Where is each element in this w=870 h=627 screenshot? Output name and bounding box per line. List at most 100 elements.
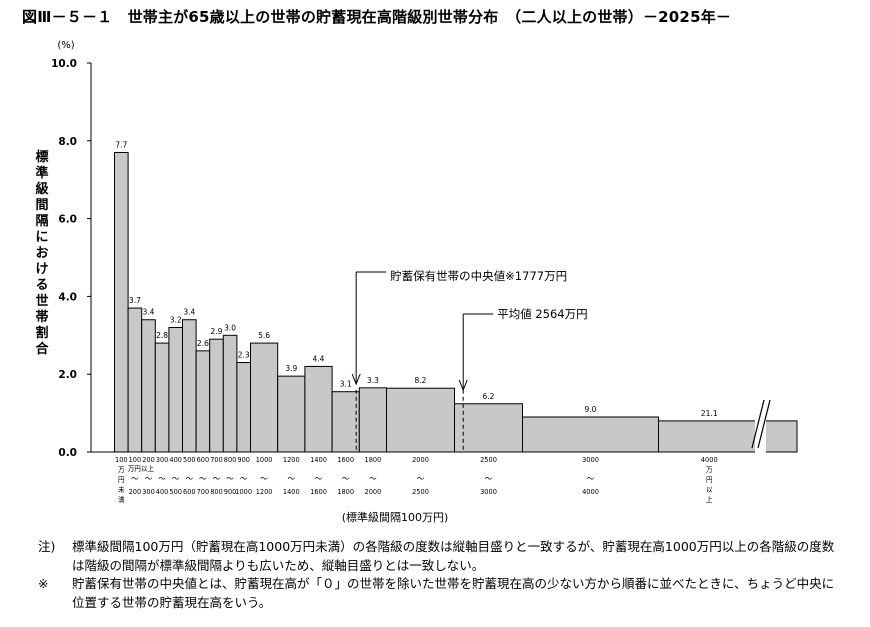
axis-break-mark (751, 399, 765, 449)
bar (182, 319, 197, 453)
x-tick-label: 万 (118, 466, 125, 474)
x-tick-label: 500 (183, 456, 196, 464)
bar-value-label: 2.9 (211, 327, 223, 336)
x-tick-label: 1600 (310, 488, 327, 496)
x-tick-label: 300 (142, 488, 155, 496)
bar-value-label: 2.3 (238, 351, 250, 360)
x-tick-label: 1200 (283, 456, 300, 464)
bar (358, 387, 387, 453)
x-axis-title-text: (標準級間隔100万円) (341, 511, 449, 524)
bar-value-label: 2.6 (197, 339, 209, 348)
x-tick-label: 〜 (186, 474, 194, 483)
x-tick-label: 〜 (131, 474, 139, 483)
y-tick-label: 4.0 (58, 291, 77, 303)
bar-value-label: 3.0 (224, 323, 236, 332)
bar-value-label: 3.9 (285, 364, 297, 373)
x-tick-label: 100 (129, 456, 142, 464)
x-tick-label: 〜 (145, 474, 153, 483)
mean-label: 平均値 2564万円 (497, 307, 587, 321)
bar (331, 391, 360, 453)
bar-value-label: 3.7 (129, 296, 141, 305)
bar-value-label: 3.4 (143, 308, 155, 317)
bar-value-label: 5.6 (258, 331, 270, 340)
x-tick-label: 900 (224, 488, 237, 496)
x-tick-label: 700 (197, 488, 210, 496)
footnote-2-text: 貯蓄保有世帯の中央値とは、貯蓄現在高が「０」の世帯を除いた世帯を貯蓄現在高の少な… (72, 576, 835, 610)
bar (222, 334, 238, 453)
histogram-chart: (%) 0.02.04.06.08.010.0 7.73.73.42.83.23… (51, 40, 798, 504)
bar (154, 342, 170, 453)
x-tick-label: 満 (118, 496, 125, 504)
bar-value-label: 3.2 (170, 316, 182, 325)
y-tick-label: 8.0 (58, 136, 77, 148)
bar (304, 365, 333, 453)
y-unit-label: (%) (57, 40, 74, 51)
bar (141, 319, 156, 453)
bar (168, 327, 183, 453)
footnote-1-mark: 注) (38, 539, 56, 554)
x-tick-label: 200 (129, 488, 142, 496)
bar-value-label: 9.0 (585, 405, 597, 414)
bar (386, 387, 455, 453)
x-tick-label: 700 (210, 456, 223, 464)
x-tick-label: 1800 (365, 456, 382, 464)
x-tick-label: 〜 (587, 474, 595, 483)
x-tick-label: 〜 (288, 474, 296, 483)
bar (114, 151, 129, 453)
x-tick-label: 400 (156, 488, 169, 496)
x-tick-label: 〜 (158, 474, 166, 483)
y-tick-label: 0.0 (58, 447, 77, 459)
x-tick-label: 上 (706, 495, 713, 504)
x-tick-label: 万 (706, 466, 713, 474)
x-tick-label: 〜 (226, 474, 234, 483)
x-tick-label: 100 (115, 456, 128, 464)
x-tick-label: 〜 (260, 474, 268, 483)
y-tick-label: 6.0 (58, 214, 77, 226)
x-tick-label: 400 (169, 456, 182, 464)
x-tick-label: 1400 (283, 488, 300, 496)
x-tick-label: 2000 (365, 488, 382, 496)
x-tick-label: 1000 (235, 488, 252, 496)
y-axis-title: 標準級間隔における世帯割合 (35, 150, 49, 357)
bar (522, 416, 659, 453)
x-tick-label: 900 (237, 456, 250, 464)
x-tick-label: 〜 (369, 474, 377, 483)
x-tick-label: 〜 (342, 474, 350, 483)
bar-value-label: 7.7 (115, 140, 127, 149)
chart-title: 図Ⅲ－５－１ 世帯主が65歳以上の世帯の貯蓄現在高階級別世帯分布 （二人以上の世… (22, 8, 732, 26)
x-tick-label: 1600 (337, 456, 354, 464)
bar (209, 338, 224, 453)
bar (250, 342, 279, 453)
mean-arrow-head (458, 379, 468, 392)
bar-value-label: 3.4 (183, 308, 195, 317)
x-tick-label: 未 (118, 485, 125, 494)
x-tick-label: 〜 (315, 474, 323, 483)
bar (236, 362, 251, 453)
y-tick-label: 10.0 (51, 58, 77, 70)
footnote-2: ※ 貯蓄保有世帯の中央値とは、貯蓄現在高が「０」の世帯を除いた世帯を貯蓄現在高の… (38, 575, 842, 612)
x-tick-label: 800 (224, 456, 237, 464)
x-tick-label: 2000 (412, 456, 429, 464)
x-tick-label: 〜 (417, 474, 425, 483)
footnote-1-text: 標準級間隔100万円（貯蓄現在高1000万円未満）の各階級の度数は縦軸目盛りと一… (72, 539, 835, 573)
x-tick-label: 500 (169, 488, 182, 496)
bar (454, 403, 523, 453)
x-tick-label: 以 (706, 486, 713, 494)
bar-value-label: 6.2 (483, 392, 495, 401)
x-tick-label: 〜 (172, 474, 180, 483)
x-tick-label: 〜 (485, 474, 493, 483)
median-label: 貯蓄保有世帯の中央値※1777万円 (390, 269, 567, 283)
footnote-1: 注) 標準級間隔100万円（貯蓄現在高1000万円未満）の各階級の度数は縦軸目盛… (38, 538, 842, 575)
x-tick-label: 2500 (412, 488, 429, 496)
bar-value-label: 3.1 (340, 380, 352, 389)
bar (277, 375, 306, 453)
axis-break-gap (755, 398, 766, 454)
x-tick-label: 4000 (582, 488, 599, 496)
x-tick-label: 200 (142, 456, 155, 464)
x-tick-label: 3000 (480, 488, 497, 496)
bar-value-label: 21.1 (701, 409, 718, 418)
x-tick-label: 〜 (213, 474, 221, 483)
bar-value-label: 8.2 (415, 376, 427, 385)
x-tick-label: 万円以上 (128, 464, 155, 473)
x-axis-title: (標準級間隔100万円) (0, 509, 870, 525)
